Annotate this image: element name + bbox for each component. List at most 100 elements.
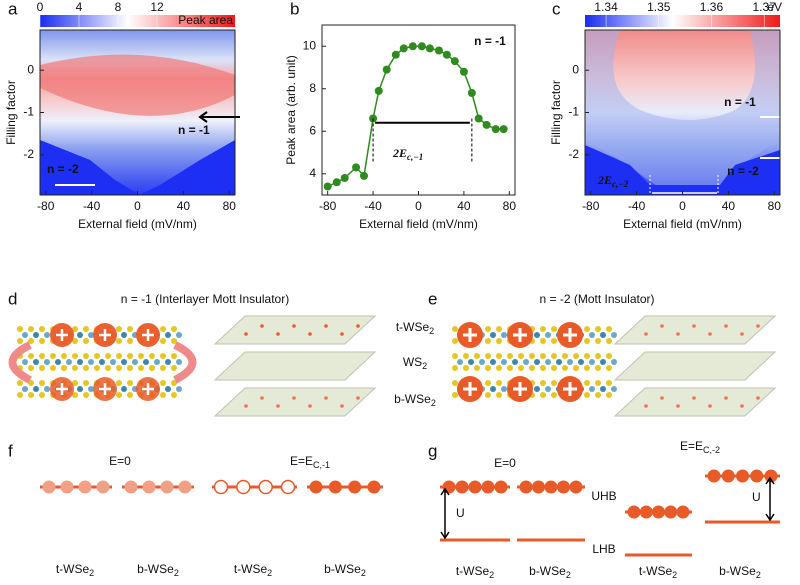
- atom: [66, 359, 72, 365]
- colorbar-title: Peak area: [178, 13, 233, 27]
- atom: [121, 359, 127, 365]
- atom: [562, 353, 568, 359]
- arrow-head: [198, 111, 208, 123]
- atom: [584, 365, 590, 371]
- electron: [639, 505, 653, 519]
- layer-label: b-WSe2: [719, 564, 761, 580]
- point: [360, 171, 369, 180]
- atom: [501, 359, 507, 365]
- electron: [676, 505, 690, 519]
- atom: [507, 353, 513, 359]
- atom: [33, 359, 39, 365]
- heatmap-region: [40, 140, 235, 195]
- x-tick-label: 0: [134, 199, 141, 213]
- electron: [60, 480, 74, 494]
- x-axis-label: External field (mV/nm): [359, 217, 478, 231]
- atom: [17, 338, 23, 344]
- colorbar-tick-label: 12: [150, 0, 164, 14]
- x-tick-label: 40: [457, 199, 471, 213]
- y-tick-label: 6: [309, 123, 316, 137]
- y-tick-label: 0: [572, 62, 579, 76]
- gap-label: 2Ec,−1: [392, 146, 423, 162]
- electron: [721, 469, 735, 483]
- atom: [551, 380, 557, 386]
- electron: [42, 480, 56, 494]
- atom: [171, 392, 177, 398]
- site: [260, 396, 264, 400]
- atom: [545, 359, 551, 365]
- atom: [452, 392, 458, 398]
- band-label: UHB: [591, 489, 616, 503]
- y-tick-label: -2: [568, 147, 579, 161]
- atom: [94, 365, 100, 371]
- electron: [178, 480, 192, 494]
- layer-label: b-WSe2: [324, 562, 366, 578]
- point: [425, 44, 434, 53]
- atom: [171, 380, 177, 386]
- site: [676, 332, 680, 336]
- plus: [56, 329, 68, 341]
- point: [467, 89, 476, 97]
- x-axis-label: External field (mV/nm): [623, 217, 742, 231]
- x-tick-label: 80: [223, 199, 237, 213]
- atom: [28, 353, 34, 359]
- atom: [595, 380, 601, 386]
- site: [644, 332, 648, 336]
- atom: [77, 359, 83, 365]
- atom: [584, 380, 590, 386]
- atom: [61, 365, 67, 371]
- colorbar-tick-label: 1.37: [753, 0, 777, 14]
- x-tick-label: -40: [364, 199, 382, 213]
- atom: [606, 353, 612, 359]
- atom: [496, 338, 502, 344]
- gap-label: 2Ec,−2: [597, 173, 629, 189]
- label-sub: 2: [361, 568, 366, 578]
- label-text: b-WSe: [394, 392, 431, 406]
- atom: [88, 332, 94, 338]
- label-text: t-WSe: [234, 562, 268, 576]
- atom: [121, 332, 127, 338]
- atom: [463, 365, 469, 371]
- atom: [127, 338, 133, 344]
- atom: [83, 392, 89, 398]
- atom: [28, 392, 34, 398]
- atom: [121, 386, 127, 392]
- electron: [160, 480, 174, 494]
- atom: [518, 353, 524, 359]
- atom: [94, 353, 100, 359]
- point: [323, 182, 332, 191]
- panel-label: c: [552, 0, 561, 18]
- atom: [573, 353, 579, 359]
- atom: [600, 359, 606, 365]
- x-tick-label: 40: [177, 199, 191, 213]
- atom: [154, 359, 160, 365]
- atom: [17, 380, 23, 386]
- atom: [540, 338, 546, 344]
- site: [356, 324, 360, 328]
- plus: [99, 383, 111, 395]
- atom: [485, 326, 491, 332]
- atom: [160, 365, 166, 371]
- atom: [584, 392, 590, 398]
- electron: [309, 480, 323, 494]
- annotation: n = -2: [47, 162, 79, 176]
- atom: [44, 359, 50, 365]
- atom: [171, 365, 177, 371]
- atom: [143, 359, 149, 365]
- electron: [367, 480, 381, 494]
- plus: [142, 383, 154, 395]
- atom: [99, 359, 105, 365]
- atom: [562, 365, 568, 371]
- atom: [452, 353, 458, 359]
- label-sub: C,-1: [313, 460, 330, 470]
- atom: [116, 353, 122, 359]
- atom: [83, 338, 89, 344]
- y-tick-label: 8: [309, 81, 316, 95]
- x-tick-label: 0: [679, 199, 686, 213]
- site: [308, 332, 312, 336]
- atom: [44, 332, 50, 338]
- site: [276, 404, 280, 408]
- atom: [556, 359, 562, 365]
- atom: [171, 326, 177, 332]
